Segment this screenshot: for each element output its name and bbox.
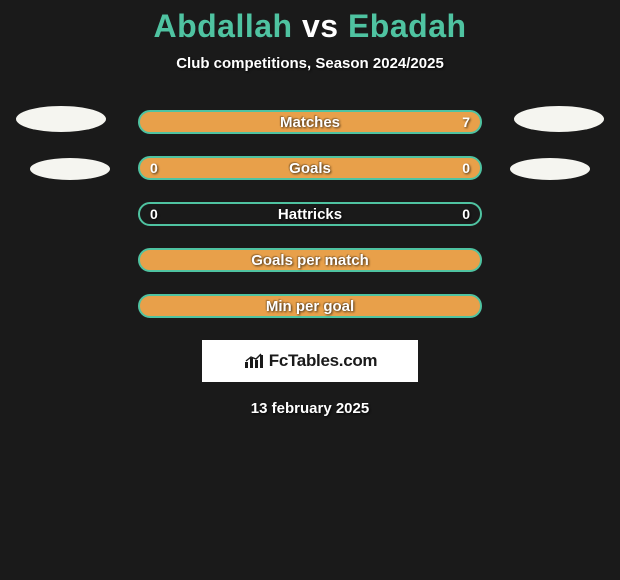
- page-title: Abdallah vs Ebadah: [0, 8, 620, 45]
- stat-row-goals-per-match: Goals per match: [138, 248, 482, 272]
- stat-left-value: 0: [150, 206, 164, 222]
- date-text: 13 february 2025: [0, 400, 620, 417]
- stat-label: Hattricks: [278, 206, 342, 223]
- stat-row-matches: Matches 7: [138, 110, 482, 134]
- bar-chart-icon: [243, 352, 265, 370]
- stat-rows: Matches 7 0 Goals 0 0 Hattricks 0 Goals …: [138, 110, 482, 318]
- stat-right-value: 7: [456, 114, 470, 130]
- avatar-placeholder-right-1: [514, 106, 604, 132]
- stat-right-value: 0: [456, 206, 470, 222]
- vs-text: vs: [302, 8, 339, 44]
- stat-label: Goals: [289, 160, 331, 177]
- stat-row-min-per-goal: Min per goal: [138, 294, 482, 318]
- stat-label: Matches: [280, 114, 340, 131]
- stat-label: Min per goal: [266, 298, 354, 315]
- stat-right-value: 0: [456, 160, 470, 176]
- comparison-card: Abdallah vs Ebadah Club competitions, Se…: [0, 0, 620, 417]
- stat-label: Goals per match: [251, 252, 369, 269]
- fctables-logo-link[interactable]: FcTables.com: [202, 340, 418, 382]
- stat-row-hattricks: 0 Hattricks 0: [138, 202, 482, 226]
- avatar-placeholder-left-1: [16, 106, 106, 132]
- player2-name: Ebadah: [348, 8, 467, 44]
- avatar-placeholder-left-2: [30, 158, 110, 180]
- stat-left-value: 0: [150, 160, 164, 176]
- avatar-placeholder-right-2: [510, 158, 590, 180]
- logo-text: FcTables.com: [269, 351, 378, 371]
- stats-area: Matches 7 0 Goals 0 0 Hattricks 0 Goals …: [0, 110, 620, 318]
- stat-row-goals: 0 Goals 0: [138, 156, 482, 180]
- subtitle: Club competitions, Season 2024/2025: [0, 55, 620, 72]
- player1-name: Abdallah: [153, 8, 292, 44]
